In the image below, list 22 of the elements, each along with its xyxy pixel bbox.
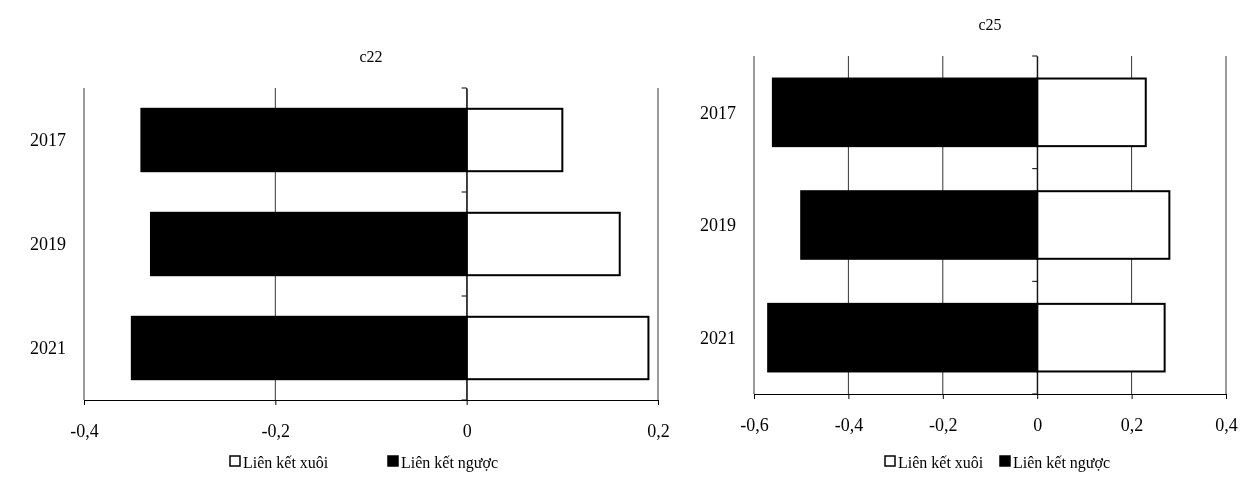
y-tick-label: 2019	[30, 234, 66, 255]
x-tick-label: -0,6	[740, 414, 769, 435]
x-tick-label: 0,2	[647, 420, 670, 441]
x-tick-label: -0,4	[70, 420, 99, 441]
y-tick-label: 2021	[700, 327, 736, 348]
x-tick-label: -0,2	[929, 414, 958, 435]
y-tick-label: 2019	[700, 215, 736, 236]
chart-title: c22	[359, 48, 383, 65]
x-tick-label: 0,4	[1215, 414, 1238, 435]
y-tick-label: 2017	[700, 102, 736, 123]
legend-label: Liên kết ngược	[1013, 453, 1111, 472]
legend-label: Liên kết xuôi	[898, 453, 984, 471]
x-tick-label: 0	[1033, 414, 1043, 435]
x-tick-label: 0	[462, 420, 472, 441]
chart-title: c25	[978, 16, 1002, 33]
x-tick-label: -0,2	[261, 420, 291, 441]
legend-label: Liên kết ngược	[401, 453, 499, 472]
y-tick-label: 2021	[30, 338, 66, 359]
x-tick-label: -0,4	[834, 414, 864, 435]
y-tick-label: 2017	[30, 130, 66, 151]
legend-label: Liên kết xuôi	[243, 453, 329, 471]
x-tick-label: 0,2	[1120, 414, 1144, 435]
